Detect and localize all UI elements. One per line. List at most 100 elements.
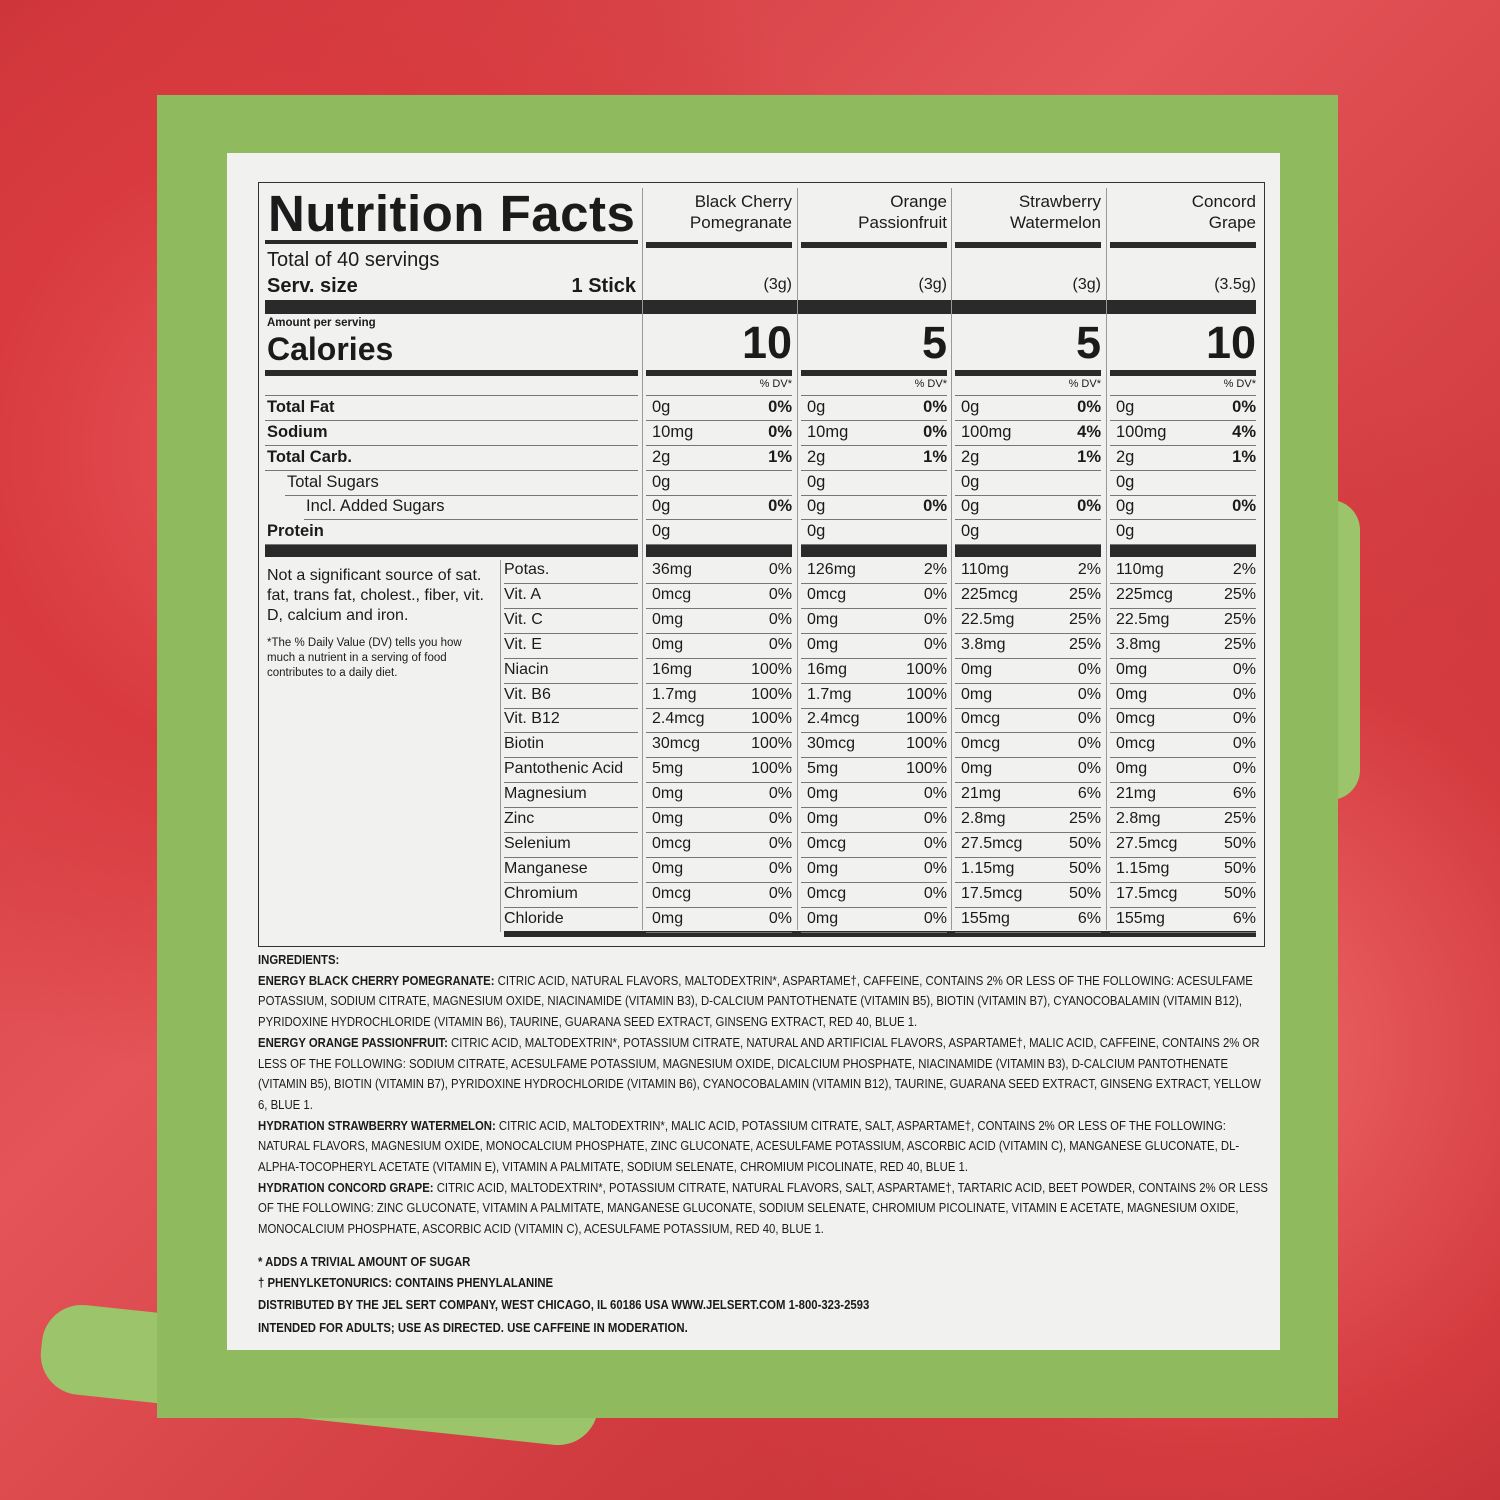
row-divider bbox=[955, 544, 1101, 545]
nutrient-label: Sodium bbox=[267, 423, 328, 441]
divider-bar bbox=[1110, 370, 1256, 376]
micro-dv: 50% bbox=[1223, 834, 1256, 852]
micro-dv: 0% bbox=[1232, 660, 1256, 678]
macro-amount: 10mg bbox=[807, 423, 849, 441]
micro-amount: 17.5mcg bbox=[961, 884, 1023, 902]
micro-amount: 0mg bbox=[807, 810, 839, 827]
micro-amount: 0mg bbox=[1116, 685, 1148, 703]
row-divider bbox=[955, 931, 1101, 933]
row-divider bbox=[504, 856, 638, 858]
divider-bar bbox=[646, 370, 792, 376]
micro-dv: 0% bbox=[923, 909, 947, 927]
row-divider bbox=[955, 682, 1101, 684]
row-divider bbox=[801, 782, 947, 784]
micronutrient-label: Chloride bbox=[504, 909, 564, 927]
row-divider bbox=[646, 607, 792, 609]
micro-dv: 0% bbox=[1232, 685, 1256, 703]
divider-bar bbox=[646, 300, 792, 314]
row-divider bbox=[285, 495, 638, 496]
micro-dv: 100% bbox=[906, 735, 947, 753]
row-divider bbox=[504, 832, 638, 833]
row-divider bbox=[1110, 544, 1256, 545]
row-divider bbox=[504, 732, 638, 734]
nutrient-label: Total Carb. bbox=[267, 448, 352, 466]
micro-amount: 2.4mcg bbox=[807, 710, 860, 728]
row-divider bbox=[265, 445, 638, 446]
row-divider bbox=[646, 807, 792, 809]
macro-dv: 1% bbox=[1077, 448, 1101, 466]
row-divider bbox=[955, 395, 1101, 396]
row-divider bbox=[1110, 931, 1256, 933]
not-significant-note: Not a significant source of sat. fat, tr… bbox=[267, 567, 484, 624]
micro-amount: 16mg bbox=[807, 660, 848, 678]
macro-amount: 0g bbox=[652, 398, 671, 416]
micro-dv: 25% bbox=[1223, 635, 1256, 653]
row-divider bbox=[504, 583, 638, 584]
calories-label: Calories bbox=[267, 331, 394, 367]
macro-amount: 0g bbox=[652, 473, 671, 491]
footnotes: * ADDS A TRIVIAL AMOUNT OF SUGAR † PHENYL… bbox=[258, 1252, 1269, 1339]
micro-amount: 0mcg bbox=[961, 710, 1001, 728]
divider-bar bbox=[801, 242, 947, 248]
row-divider bbox=[1110, 519, 1256, 520]
micro-amount: 30mcg bbox=[652, 735, 701, 753]
micronutrient-label: Vit. A bbox=[504, 585, 542, 603]
ingredient-entries: ENERGY BLACK CHERRY POMEGRANATE: CITRIC … bbox=[258, 971, 1269, 1240]
row-divider bbox=[801, 519, 947, 520]
micro-dv: 50% bbox=[1068, 884, 1101, 902]
row-divider bbox=[955, 732, 1101, 734]
product-name: Strawberry Watermelon bbox=[1009, 192, 1101, 232]
product-ingredient-name: ENERGY ORANGE PASSIONFRUIT: bbox=[258, 1034, 448, 1050]
micro-amount: 0mg bbox=[652, 610, 684, 628]
row-divider bbox=[504, 807, 638, 809]
ingredient-entry: ENERGY ORANGE PASSIONFRUIT: CITRIC ACID,… bbox=[258, 1033, 1269, 1116]
column-divider bbox=[1106, 188, 1107, 930]
row-divider bbox=[265, 544, 638, 545]
divider-bar bbox=[955, 545, 1101, 557]
micro-dv: 100% bbox=[751, 710, 792, 728]
row-divider bbox=[955, 495, 1101, 496]
ingredients-section: INGREDIENTS: ENERGY BLACK CHERRY POMEGRA… bbox=[258, 950, 1269, 1339]
micro-amount: 5mg bbox=[652, 760, 684, 778]
row-divider bbox=[955, 757, 1101, 759]
serving-weight: (3g) bbox=[918, 276, 947, 293]
row-divider bbox=[801, 632, 947, 634]
row-divider bbox=[955, 707, 1101, 709]
micro-dv: 0% bbox=[768, 585, 792, 603]
row-divider bbox=[1110, 757, 1256, 759]
micro-amount: 0mg bbox=[961, 685, 993, 703]
macro-amount: 2g bbox=[1116, 448, 1135, 466]
nutrient-label: Total Sugars bbox=[287, 473, 379, 491]
row-divider bbox=[646, 931, 792, 933]
ingredient-entry: ENERGY BLACK CHERRY POMEGRANATE: CITRIC … bbox=[258, 971, 1269, 1033]
row-divider bbox=[646, 495, 792, 496]
micro-dv: 100% bbox=[906, 710, 947, 728]
micro-dv: 6% bbox=[1232, 785, 1256, 803]
row-divider bbox=[504, 607, 638, 609]
row-divider bbox=[646, 732, 792, 734]
micro-dv: 0% bbox=[768, 884, 792, 902]
micro-dv: 25% bbox=[1068, 610, 1101, 628]
calories-value: 5 bbox=[921, 317, 947, 368]
row-divider bbox=[1110, 732, 1256, 734]
row-divider bbox=[955, 832, 1101, 833]
serv-size-value: 1 Stick bbox=[571, 275, 636, 297]
divider-bar bbox=[265, 240, 638, 244]
micro-dv: 0% bbox=[1077, 685, 1101, 703]
macro-amount: 2g bbox=[961, 448, 980, 466]
row-divider bbox=[504, 707, 638, 709]
column-divider bbox=[951, 188, 952, 930]
row-divider bbox=[504, 657, 638, 659]
micro-dv: 25% bbox=[1068, 635, 1101, 653]
micro-amount: 0mg bbox=[1116, 760, 1148, 778]
row-divider bbox=[646, 881, 792, 883]
micro-amount: 0mg bbox=[961, 660, 993, 678]
micro-dv: 0% bbox=[923, 585, 947, 603]
micro-dv: 0% bbox=[768, 810, 792, 827]
micronutrient-label: Manganese bbox=[504, 859, 588, 877]
micro-amount: 2.8mg bbox=[961, 810, 1006, 827]
row-divider bbox=[801, 445, 947, 446]
row-divider bbox=[646, 470, 792, 471]
micro-amount: 110mg bbox=[961, 561, 1009, 578]
row-divider bbox=[955, 906, 1101, 908]
